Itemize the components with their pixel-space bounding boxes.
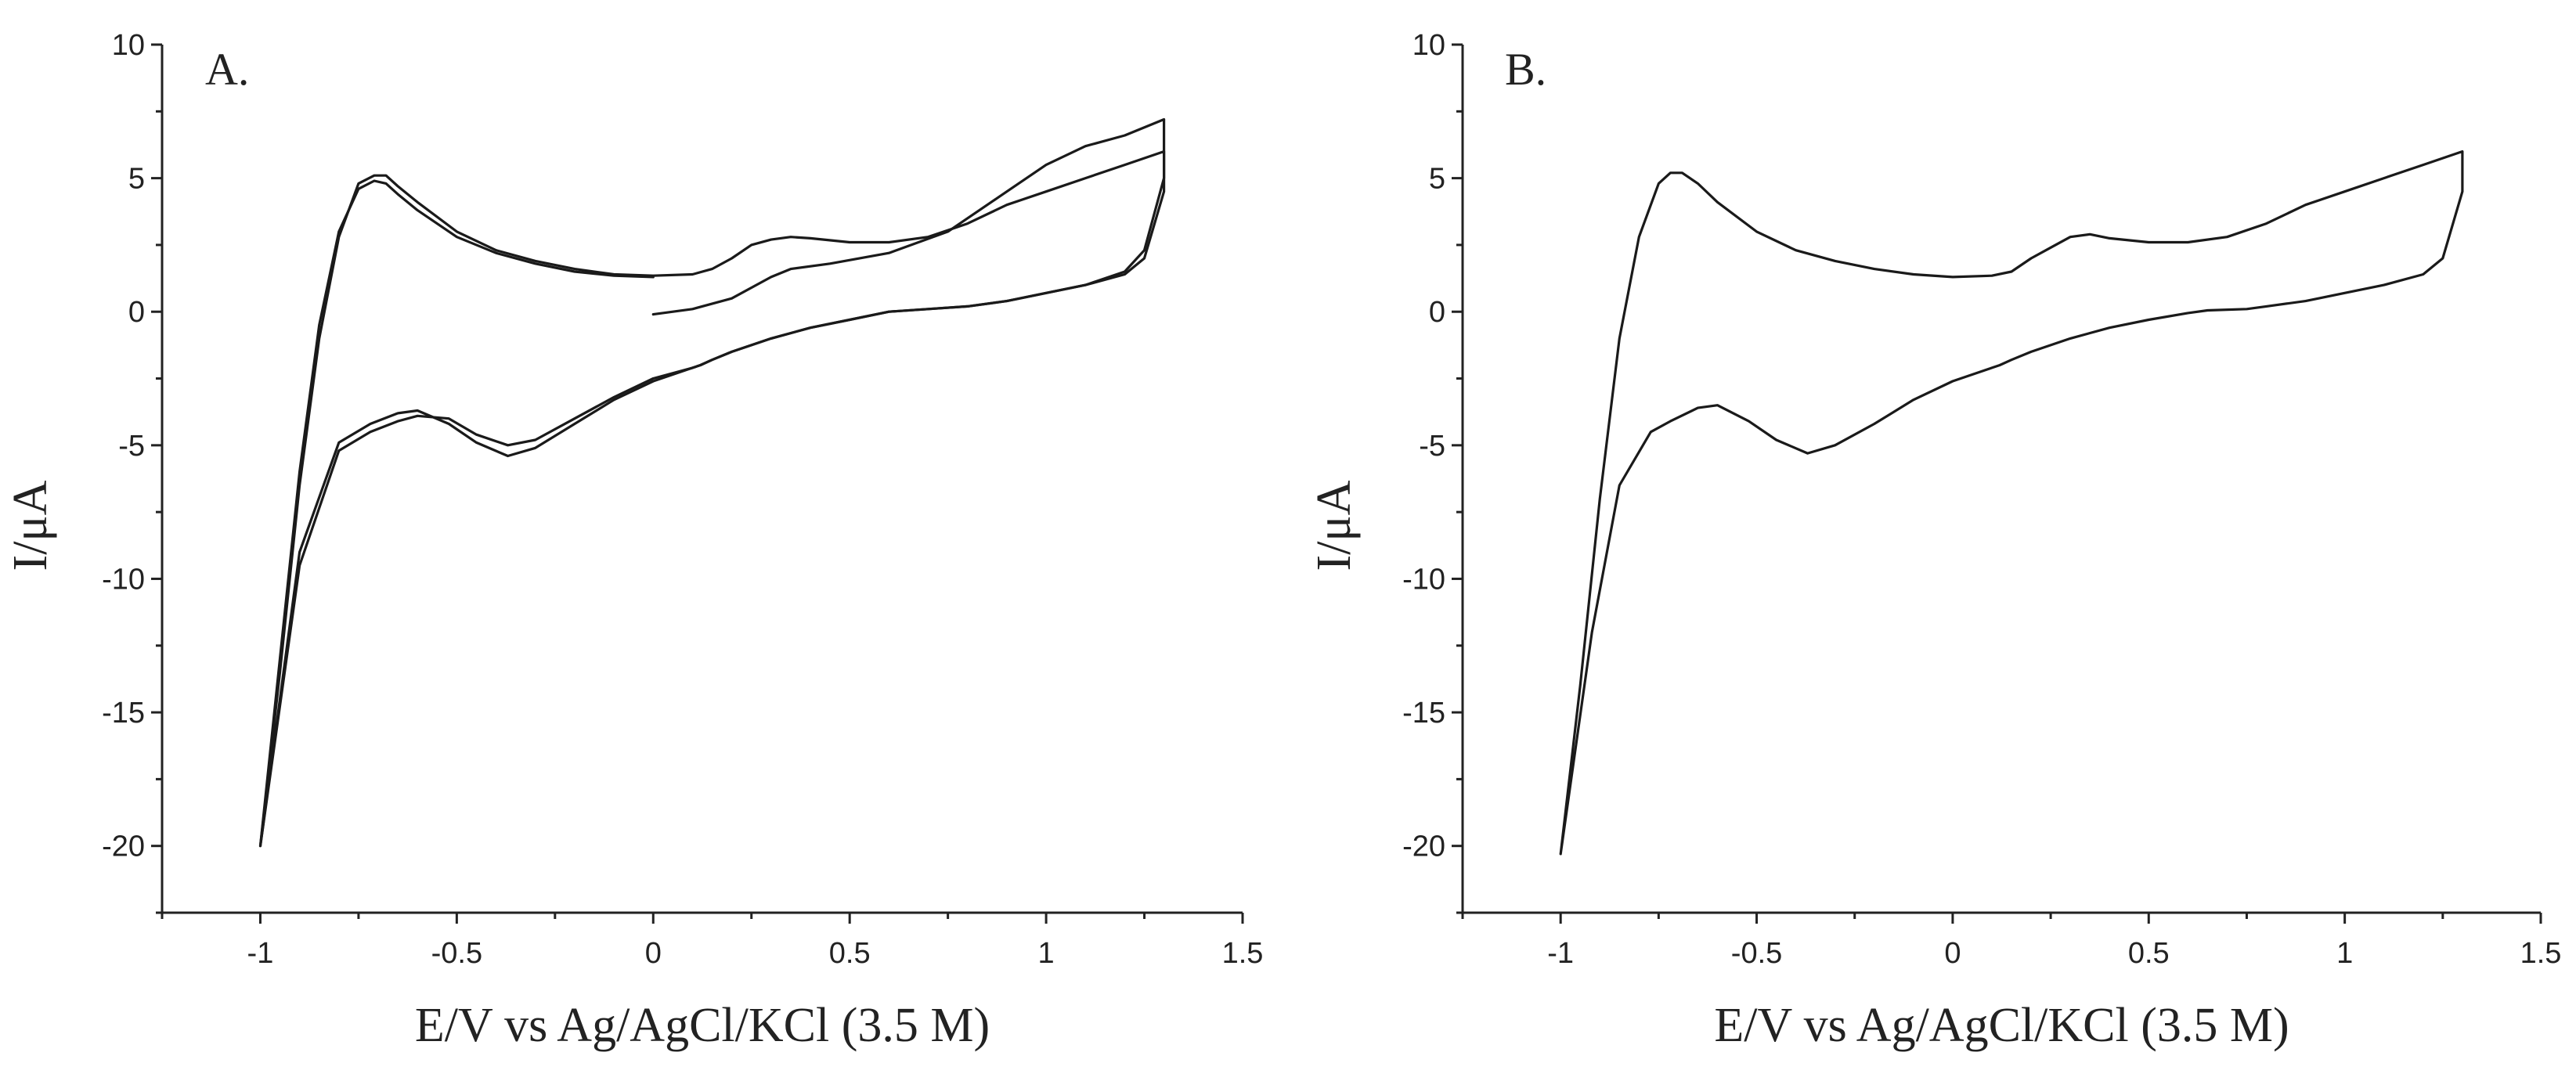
x-tick-label: 0.5: [829, 937, 871, 970]
y-tick-label: 10: [112, 29, 145, 62]
series-line-2: [258, 150, 1166, 848]
x-tick-label: -1: [247, 937, 274, 970]
y-tick-label: -10: [1402, 563, 1445, 596]
x-tick-label: 0: [645, 937, 662, 970]
x-tick-label: 0: [1944, 937, 1961, 970]
y-tick-label: -10: [102, 563, 145, 596]
y-tick-label: -20: [1402, 831, 1445, 863]
panel-a: 10 5 0 -5 -10 -15 -20 -1 -0.5 0 0.5 1 1.5 A. E/V vs Ag…: [4, 29, 1263, 1052]
series-line-1: [258, 117, 1166, 848]
y-tick-label: 0: [128, 296, 145, 329]
x-tick-label: -1: [1547, 937, 1574, 970]
x-tick-label: -0.5: [431, 937, 482, 970]
y-axis-title: I/μA: [4, 480, 57, 571]
y-tick-label: -5: [118, 430, 145, 463]
x-tick-label: 1.5: [2520, 937, 2562, 970]
y-tick-label: 10: [1412, 29, 1445, 62]
panel-b: 10 5 0 -5 -10 -15 -20 -1 -0.5 0 0.5 1 1.5 B. E/V vs Ag…: [1308, 29, 2561, 1052]
y-tick-label: -5: [1419, 430, 1445, 463]
y-tick-label: -15: [1402, 697, 1445, 730]
x-tick-label: 1.5: [1222, 937, 1264, 970]
y-tick-label: 0: [1429, 296, 1445, 329]
x-tick-label: 0.5: [2128, 937, 2170, 970]
x-axis-title: E/V vs Ag/AgCl/KCl (3.5 M): [1714, 999, 2289, 1052]
x-axis-title: E/V vs Ag/AgCl/KCl (3.5 M): [415, 999, 990, 1052]
x-tick-label: -0.5: [1731, 937, 1782, 970]
y-tick-label: 5: [128, 163, 145, 196]
series-line-1: [1559, 150, 2464, 856]
y-tick-label: 5: [1429, 163, 1445, 196]
panel-label: A.: [205, 44, 249, 95]
y-tick-label: -20: [102, 831, 145, 863]
x-tick-label: 1: [2336, 937, 2353, 970]
y-axis-title: I/μA: [1308, 480, 1361, 571]
y-tick-label: -15: [102, 697, 145, 730]
x-tick-label: 1: [1038, 937, 1055, 970]
panel-label: B.: [1505, 44, 1546, 95]
